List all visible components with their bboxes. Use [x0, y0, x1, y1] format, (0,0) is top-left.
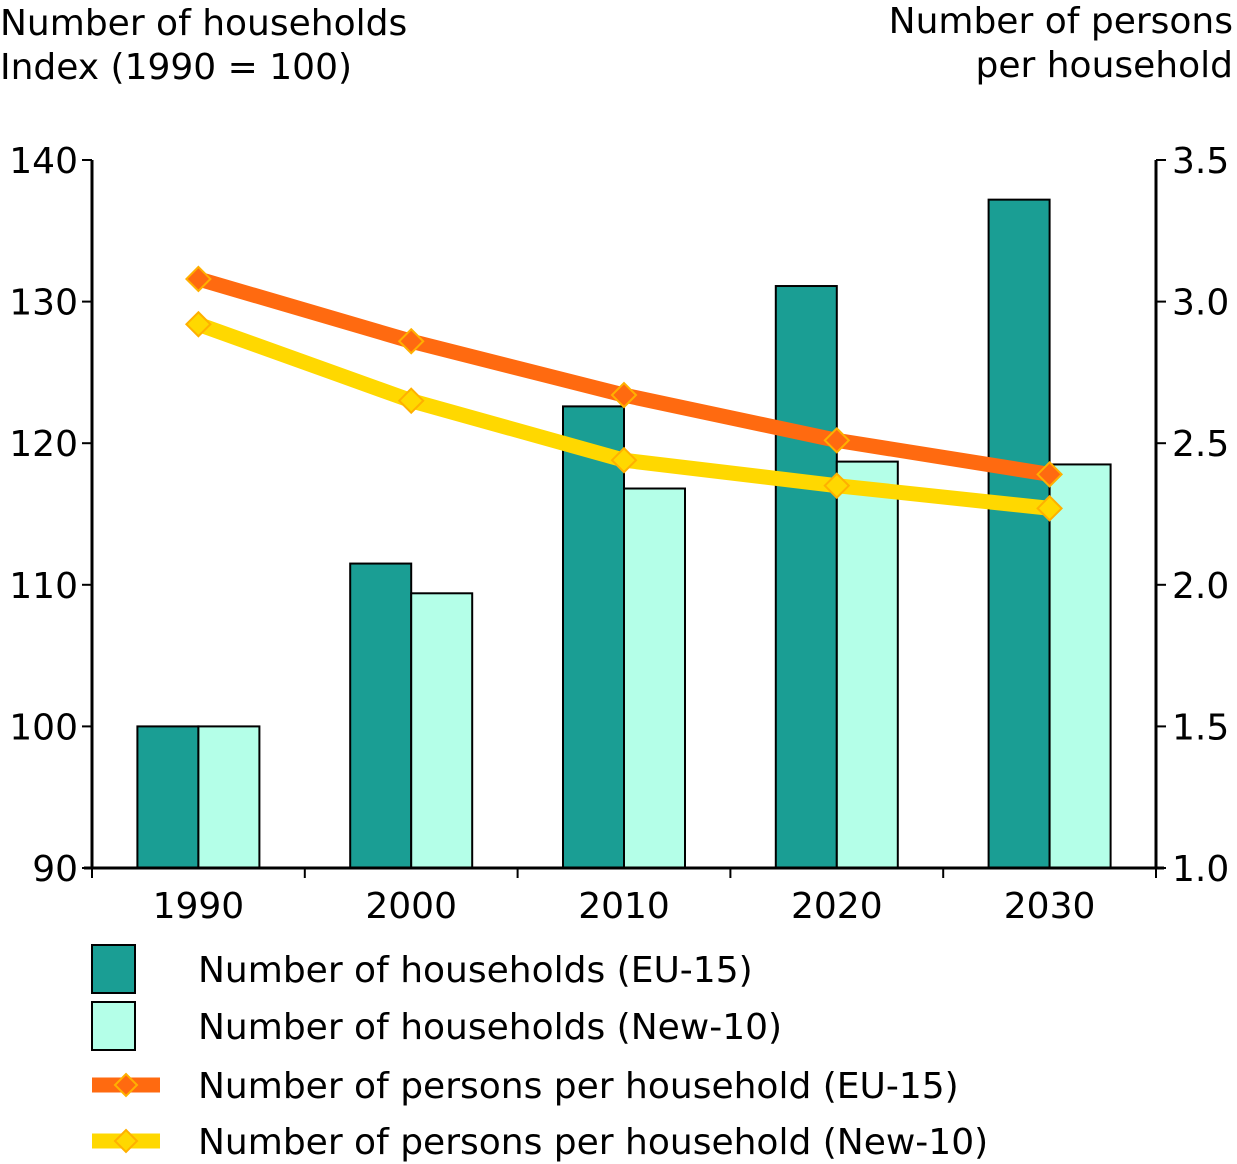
right-tick-label-3.0: 3.0: [1172, 283, 1229, 324]
right-tick-label-1.0: 1.0: [1172, 849, 1229, 890]
line-point-series-1-2020: [823, 426, 851, 454]
bar-series-1-2010: [562, 405, 625, 869]
left-tick-label-100: 100: [9, 707, 78, 748]
legend-label-1: Number of households (EU-15): [198, 950, 753, 991]
bar-series-2-1990: [197, 725, 261, 870]
legend-label-3: Number of persons per household (EU-15): [198, 1066, 959, 1107]
right-axis-title-line2: per household: [975, 45, 1233, 86]
line-point-series-1-1990: [184, 265, 212, 293]
bar-series-1-2000: [349, 562, 413, 869]
left-tick-label-90: 90: [32, 849, 78, 890]
right-tick-label-3.5: 3.5: [1172, 141, 1229, 182]
right-tick-label-2.0: 2.0: [1172, 566, 1229, 607]
line-point-series-1-2010: [610, 381, 638, 409]
bar-series-2-2030: [1048, 463, 1112, 869]
x-tick-label-2030: 2030: [1004, 886, 1096, 927]
bar-series-1-2030: [987, 198, 1051, 869]
right-axis-title: Number of persons per household: [889, 0, 1233, 88]
line-point-series-2-2020: [823, 472, 851, 500]
bar-series-1-2020: [774, 285, 838, 869]
x-tick-label-2010: 2010: [578, 886, 670, 927]
line-point-series-2-2030: [1036, 494, 1064, 522]
line-point-series-2-2010: [610, 446, 638, 474]
right-tick-label-2.5: 2.5: [1172, 424, 1229, 465]
line-point-series-2-2000: [397, 387, 425, 415]
left-tick-label-130: 130: [9, 283, 78, 324]
legend-swatch-1: [91, 944, 136, 994]
bar-series-2-2000: [410, 592, 474, 870]
x-tick-label-2000: 2000: [365, 886, 457, 927]
line-point-series-2-1990: [184, 310, 212, 338]
legend-swatch-2: [91, 1001, 136, 1051]
bar-series-2-2020: [835, 460, 899, 869]
left-axis-title-line2: Index (1990 = 100): [0, 47, 353, 88]
line-point-series-1-2000: [397, 327, 425, 355]
legend-marker-3: [113, 1072, 139, 1098]
right-tick-label-1.5: 1.5: [1172, 707, 1229, 748]
left-tick-label-140: 140: [9, 141, 78, 182]
left-tick-label-110: 110: [9, 566, 78, 607]
x-tick-label-2020: 2020: [791, 886, 883, 927]
left-tick-label-120: 120: [9, 424, 78, 465]
right-axis-title-line1: Number of persons: [888, 1, 1233, 42]
left-axis-title: Number of households Index (1990 = 100): [0, 2, 407, 90]
bar-series-2-2010: [623, 487, 686, 869]
line-point-series-1-2030: [1036, 460, 1064, 488]
bar-series-1-1990: [136, 725, 200, 870]
legend-marker-4: [113, 1128, 139, 1154]
legend-label-2: Number of households (New-10): [198, 1007, 782, 1048]
legend-label-4: Number of persons per household (New-10): [198, 1122, 988, 1163]
x-tick-label-1990: 1990: [153, 886, 245, 927]
left-axis-title-line1: Number of households: [0, 3, 408, 44]
